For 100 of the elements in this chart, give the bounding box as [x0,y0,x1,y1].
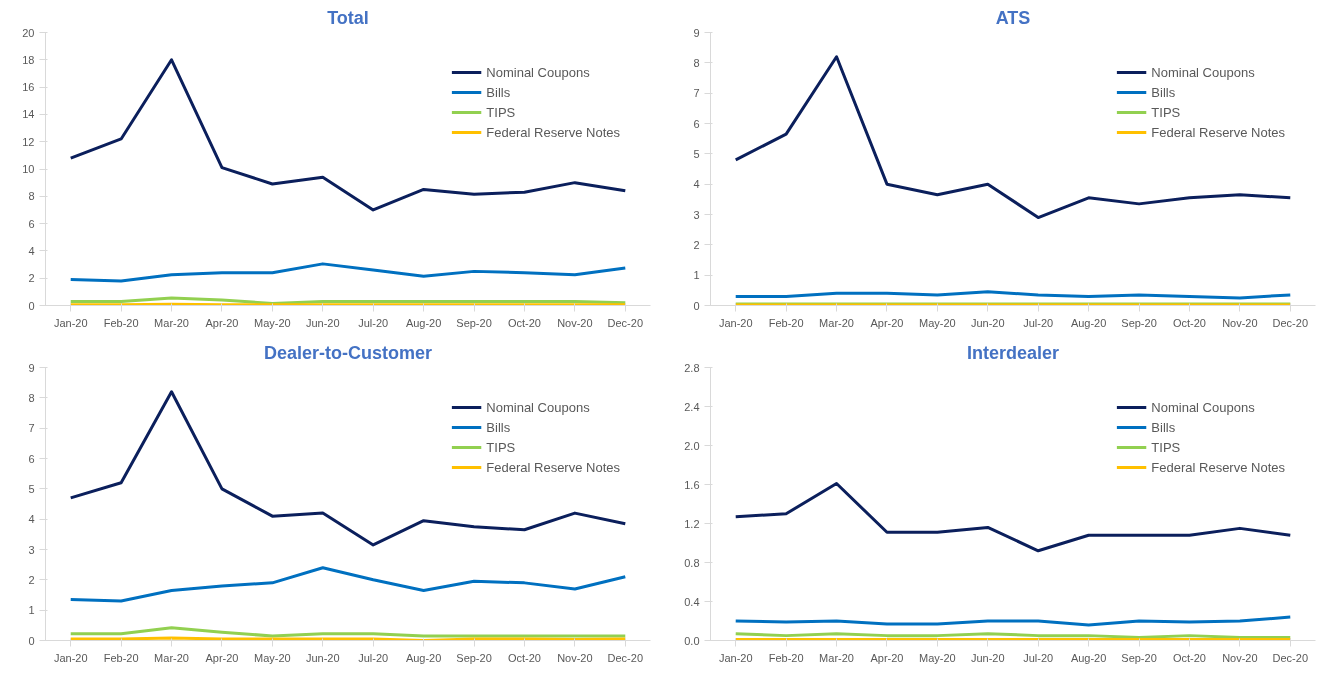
x-tick-label: Nov-20 [557,316,593,329]
y-tick-label: 8 [693,56,700,69]
x-tick-label: Aug-20 [405,651,442,664]
x-tick-label: Mar-20 [154,651,189,664]
legend-label: Federal Reserve Notes [1151,124,1285,140]
y-tick-label: 3 [28,543,35,556]
legend-label: Bills [1151,84,1176,100]
x-tick-label: Feb-20 [103,316,139,329]
y-tick-label: 2.8 [684,361,700,374]
legend-label: Bills [486,419,511,435]
y-tick-label: 5 [28,482,35,495]
x-tick-label: Aug-20 [405,316,442,329]
legend-label: Nominal Coupons [486,399,590,415]
y-tick-label: 4 [28,513,35,526]
x-tick-label: Jan-20 [718,316,753,329]
x-tick-label: Apr-20 [870,651,904,664]
y-tick-label: 2 [28,272,35,285]
x-tick-label: Oct-20 [1172,316,1206,329]
y-tick-label: 8 [28,190,35,203]
chart-title: Total [327,7,369,28]
x-tick-label: May-20 [919,651,956,664]
y-tick-label: 2 [28,573,35,586]
x-tick-label: May-20 [254,316,291,329]
x-tick-label: Jun-20 [970,316,1005,329]
x-tick-label: Oct-20 [507,316,541,329]
x-tick-label: Jul-20 [1023,651,1054,664]
y-tick-label: 1.2 [684,517,700,530]
y-tick-label: 0 [693,299,700,312]
x-tick-label: Apr-20 [205,316,239,329]
legend-label: Nominal Coupons [486,64,590,80]
x-tick-label: Sep-20 [1121,316,1157,329]
x-tick-label: Mar-20 [154,316,189,329]
x-tick-label: Dec-20 [607,651,644,664]
x-tick-label: Sep-20 [456,651,492,664]
legend-label: Federal Reserve Notes [486,124,620,140]
y-tick-label: 1 [693,269,700,282]
x-tick-label: Aug-20 [1070,651,1107,664]
y-tick-label: 0 [28,299,35,312]
x-tick-label: Jul-20 [1023,316,1054,329]
x-tick-label: Jan-20 [53,651,88,664]
x-tick-label: Sep-20 [456,316,492,329]
chart-title: Interdealer [966,342,1060,363]
legend-label: Bills [486,84,511,100]
x-tick-label: Feb-20 [768,316,804,329]
x-tick-label: Jul-20 [358,316,389,329]
x-tick-label: Oct-20 [1172,651,1206,664]
y-tick-label: 1.6 [684,478,700,491]
y-tick-label: 7 [28,422,35,435]
y-tick-label: 6 [28,452,35,465]
y-tick-label: 7 [693,87,700,100]
x-tick-label: Dec-20 [1272,316,1309,329]
x-tick-label: Jun-20 [305,651,340,664]
x-tick-label: Dec-20 [607,316,644,329]
x-tick-label: Feb-20 [103,651,139,664]
y-tick-label: 4 [693,178,700,191]
y-tick-label: 14 [22,108,35,121]
x-tick-label: Nov-20 [1222,651,1258,664]
x-tick-label: Aug-20 [1070,316,1107,329]
x-tick-label: Mar-20 [819,651,854,664]
y-tick-label: 0.8 [684,556,700,569]
y-tick-label: 9 [693,26,700,39]
legend-label: TIPS [1151,104,1181,120]
x-tick-label: Jan-20 [53,316,88,329]
x-tick-label: Mar-20 [819,316,854,329]
x-tick-label: Jul-20 [358,651,389,664]
y-tick-label: 8 [28,391,35,404]
legend-label: TIPS [486,104,516,120]
y-tick-label: 18 [22,53,35,66]
y-tick-label: 3 [693,208,700,221]
x-tick-label: Nov-20 [1222,316,1258,329]
legend-label: Nominal Coupons [1151,64,1255,80]
x-tick-label: Apr-20 [870,316,904,329]
x-tick-label: May-20 [254,651,291,664]
y-tick-label: 0 [28,634,35,647]
y-tick-label: 10 [22,163,35,175]
x-tick-label: Apr-20 [205,651,239,664]
x-tick-label: May-20 [919,316,956,329]
y-tick-label: 6 [28,217,35,230]
x-tick-label: Jun-20 [305,316,340,329]
y-tick-label: 16 [22,81,35,94]
y-tick-label: 4 [28,244,35,257]
legend-label: Nominal Coupons [1151,399,1255,415]
x-tick-label: Jan-20 [718,651,753,664]
chart-title: ATS [995,7,1031,28]
legend-label: Federal Reserve Notes [1151,459,1285,475]
y-tick-label: 1 [28,604,35,617]
x-tick-label: Sep-20 [1121,651,1157,664]
legend-label: Federal Reserve Notes [486,459,620,475]
legend-label: Bills [1151,419,1176,435]
x-tick-label: Feb-20 [768,651,804,664]
y-tick-label: 0.0 [684,634,700,647]
y-tick-label: 9 [28,361,35,374]
y-tick-label: 12 [22,135,35,148]
y-tick-label: 6 [693,117,700,130]
y-tick-label: 0.4 [684,595,700,608]
y-tick-label: 2 [693,238,700,251]
y-tick-label: 2.4 [684,400,700,413]
y-tick-label: 5 [693,147,700,160]
x-tick-label: Nov-20 [557,651,593,664]
legend-label: TIPS [486,439,516,455]
